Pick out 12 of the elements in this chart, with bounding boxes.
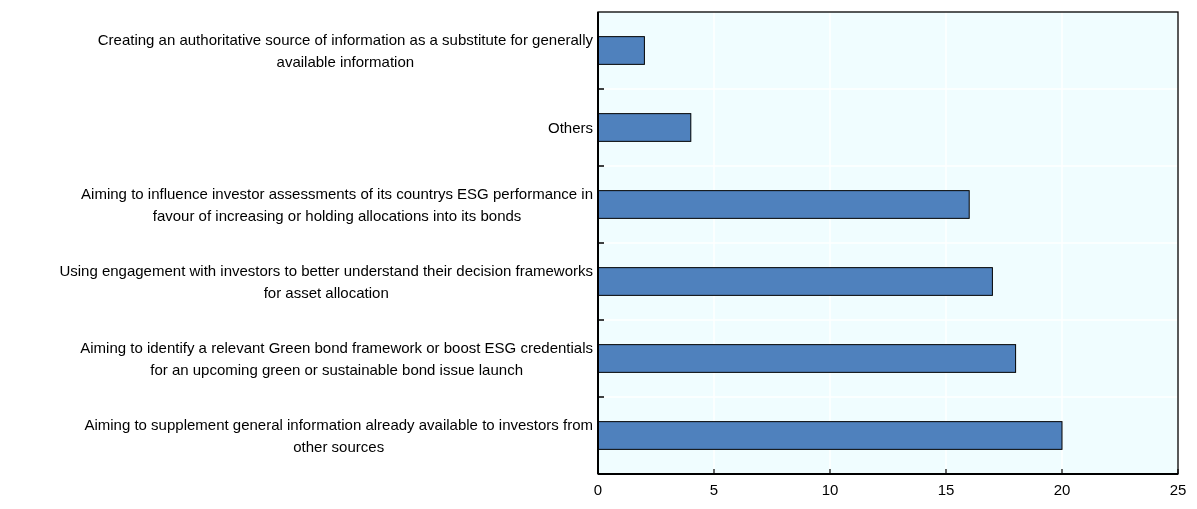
y-tick-label: Aiming to identify a relevant Green bond framework or boost ESG credentials for an upcoming green or sustainable bond issue launch [80,338,594,378]
y-tick-label: Aiming to supplement general information already available to investors from other sources [84,415,593,455]
x-tick-label: 15 [937,481,955,498]
y-tick-label: Aiming to influence investor assessments of its countrys ESG performance in favour of increasing or holding allocations into its bonds [81,184,593,224]
y-tick-label: Creating an authoritative source of information as a substitute for generally available information [97,30,594,70]
x-tick-label: 20 [1053,481,1071,498]
y-tick-label: Others [547,118,593,136]
x-tick-label: 5 [709,481,719,498]
x-tick-label: 0 [593,481,603,498]
x-tick-label: 10 [821,481,839,498]
y-tick-label: Using engagement with investors to better understand their decision frameworks for asset allocation [59,261,593,301]
x-tick-label: 25 [1169,481,1187,498]
